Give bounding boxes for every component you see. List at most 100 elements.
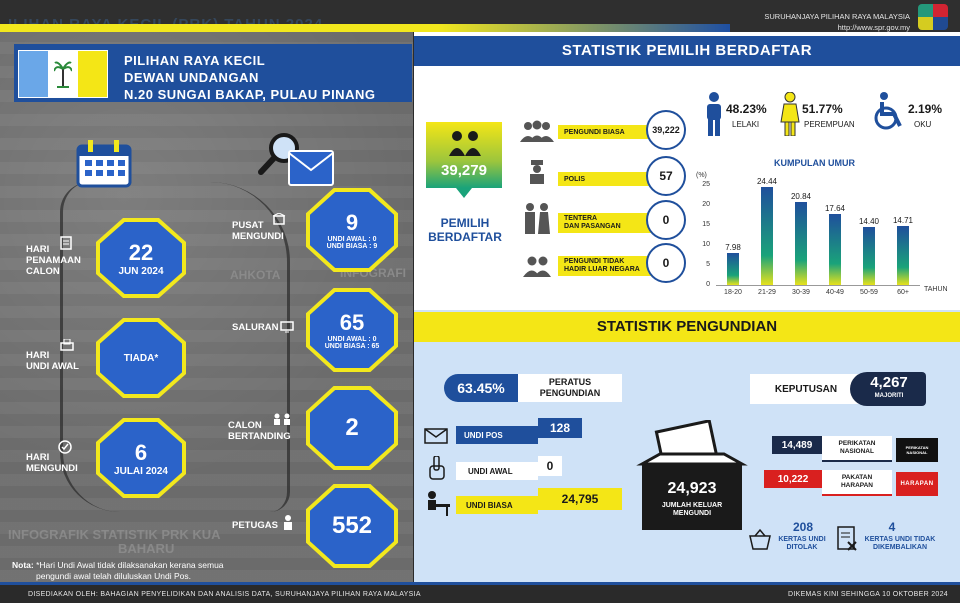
ballot-box-icon xyxy=(636,419,748,537)
majoriti-value: 4,267 xyxy=(870,374,908,391)
perempuan-pct: 51.77% xyxy=(802,102,843,116)
mengundi-badge: 6 JULAI 2024 xyxy=(96,418,186,498)
wheelchair-icon xyxy=(874,92,906,135)
y-tick-label: 5 xyxy=(706,261,710,268)
mail-icon xyxy=(424,428,448,449)
spr-logo-icon xyxy=(918,4,948,30)
x-tick-label: 50-59 xyxy=(860,289,878,296)
cat-biasa-value: 39,222 xyxy=(646,110,686,150)
bar-value-label: 14.71 xyxy=(892,216,914,226)
pn-label: PERIKATAN NASIONAL xyxy=(822,436,892,462)
officer-icon xyxy=(282,514,294,535)
map-ghost-text: AHKOTA xyxy=(230,268,281,282)
oku-label: OKU xyxy=(914,120,932,129)
ghost-bottom: INFOGRAFIK STATISTIK PRK KUA BAHARU xyxy=(8,527,221,556)
penang-flag-icon xyxy=(18,50,108,98)
calendar-icon xyxy=(76,140,132,193)
saluran-label: SALURAN xyxy=(232,322,279,333)
pusat-sub1: UNDI AWAL : 0 xyxy=(327,236,377,243)
org-info: SURUHANJAYA PILIHAN RAYA MALAYSIA http:/… xyxy=(764,11,910,33)
petugas-value: 552 xyxy=(331,512,373,539)
check-icon xyxy=(58,440,72,459)
form-icon xyxy=(60,236,74,255)
lelaki-label: LELAKI xyxy=(732,120,760,129)
pemilih-title: STATISTIK PEMILIH BERDAFTAR xyxy=(414,36,960,66)
y-tick-label: 20 xyxy=(702,201,710,208)
undi-awal-label: UNDI AWAL xyxy=(456,462,538,480)
age-bar xyxy=(863,227,875,285)
y-tick-label: 0 xyxy=(706,281,710,288)
tidak-kembali-value: 4 xyxy=(888,520,896,534)
undi-pos-label: UNDI POS xyxy=(456,426,538,444)
ditolak-value: 208 xyxy=(792,520,814,534)
y-tick-label: 15 xyxy=(702,221,710,228)
group-icon xyxy=(448,130,482,161)
ph-label: PAKATAN HARAPAN xyxy=(822,470,892,496)
tidak-kembali-label: KERTAS UNDI TIDAK DIKEMBALIKAN xyxy=(864,536,936,551)
majoriti-label: MAJORITI xyxy=(874,393,904,399)
undi-awal-value: TIADA* xyxy=(123,352,159,364)
total-label: PEMILIH BERDAFTAR xyxy=(428,216,502,244)
x-tick-label: 60+ xyxy=(897,289,909,296)
bar-value-label: 20.84 xyxy=(790,191,812,201)
footer-right: DIKEMAS KINI SEHINGGA 10 OKTOBER 2024 xyxy=(788,591,948,598)
calon-label: CALON BERTANDING xyxy=(228,420,291,442)
jumlah-value: 24,923 xyxy=(667,480,717,497)
petugas-badge: 552 xyxy=(306,484,398,568)
bar-value-label: 24.44 xyxy=(756,177,778,187)
age-bar xyxy=(761,187,773,285)
undi-awal-label: HARI UNDI AWAL xyxy=(26,350,79,372)
pn-logo-icon: PERIKATAN NASIONAL xyxy=(896,438,938,462)
chart-ylabel: (%) xyxy=(696,172,707,179)
undi-biasa-label: UNDI BIASA xyxy=(456,496,538,514)
calon-value: 2 xyxy=(345,414,359,441)
y-tick-label: 10 xyxy=(702,241,710,248)
x-tick-label: 18-20 xyxy=(724,289,742,296)
x-tick-label: 30-39 xyxy=(792,289,810,296)
oku-pct: 2.19% xyxy=(908,102,943,116)
election-title: PILIHAN RAYA KECIL DEWAN UNDANGAN N.20 S… xyxy=(124,52,375,103)
chart-title: KUMPULAN UMUR xyxy=(774,158,855,168)
voters-icon xyxy=(520,120,554,147)
building-icon xyxy=(272,212,286,230)
ph-votes: 10,222 xyxy=(764,470,822,488)
pusat-value: 9 xyxy=(345,210,359,235)
penamaan-label: HARI PENAMAAN CALON xyxy=(26,244,81,277)
calon-badge: 2 xyxy=(306,386,398,470)
male-icon xyxy=(704,92,724,141)
envelope-icon xyxy=(288,150,334,191)
finger-icon xyxy=(428,455,446,485)
pusat-badge: 9 UNDI AWAL : 0 UNDI BIASA : 9 xyxy=(306,188,398,272)
org-name: SURUHANJAYA PILIHAN RAYA MALAYSIA xyxy=(764,12,910,21)
bar-value-label: 7.98 xyxy=(725,243,741,253)
age-chart: 7.98 18-20 24.44 21-29 20.84 30-39 17.64 40-49 1… xyxy=(690,177,930,296)
penamaan-badge: 22 JUN 2024 xyxy=(96,218,186,298)
top-bar: ILIHAN RAYA KECIL (PRK) TAHUN 2024 SURUH… xyxy=(0,0,960,33)
org-url: http://www.spr.gov.my xyxy=(837,23,910,32)
saluran-value: 65 xyxy=(339,310,365,335)
jumlah-label: JUMLAH KELUAR MENGUNDI xyxy=(661,502,723,517)
pengundian-title: STATISTIK PENGUNDIAN xyxy=(414,312,960,342)
undi-awal-badge: TIADA* xyxy=(96,318,186,398)
overseas-voters-icon xyxy=(522,255,552,282)
header-line1: PILIHAN RAYA KECIL xyxy=(124,53,266,68)
paper-cross-icon xyxy=(836,526,858,557)
cat-luar-value: 0 xyxy=(646,243,686,283)
pusat-label: PUSAT MENGUNDI xyxy=(232,220,284,242)
chart-xlabel: TAHUN xyxy=(924,286,948,293)
x-tick-label: 21-29 xyxy=(758,289,776,296)
age-bar xyxy=(727,253,739,285)
cat-tentera-label: TENTERA DAN PASANGAN xyxy=(558,213,656,233)
lelaki-pct: 48.23% xyxy=(726,102,767,116)
peratus-value: 63.45% xyxy=(444,374,518,402)
police-icon xyxy=(528,160,546,189)
undi-pos-value: 128 xyxy=(538,418,582,438)
ditolak-label: KERTAS UNDI DITOLAK xyxy=(778,536,826,551)
cat-biasa-label: PENGUNDI BIASA xyxy=(558,125,656,139)
majoriti-box xyxy=(850,372,926,406)
age-bar xyxy=(795,201,807,285)
chart-plot: 7.98 18-20 24.44 21-29 20.84 30-39 17.64 40-49 1… xyxy=(716,177,920,296)
bar-value-label: 14.40 xyxy=(858,217,880,227)
y-tick-label: 25 xyxy=(702,181,710,188)
cat-polis-value: 57 xyxy=(646,156,686,196)
